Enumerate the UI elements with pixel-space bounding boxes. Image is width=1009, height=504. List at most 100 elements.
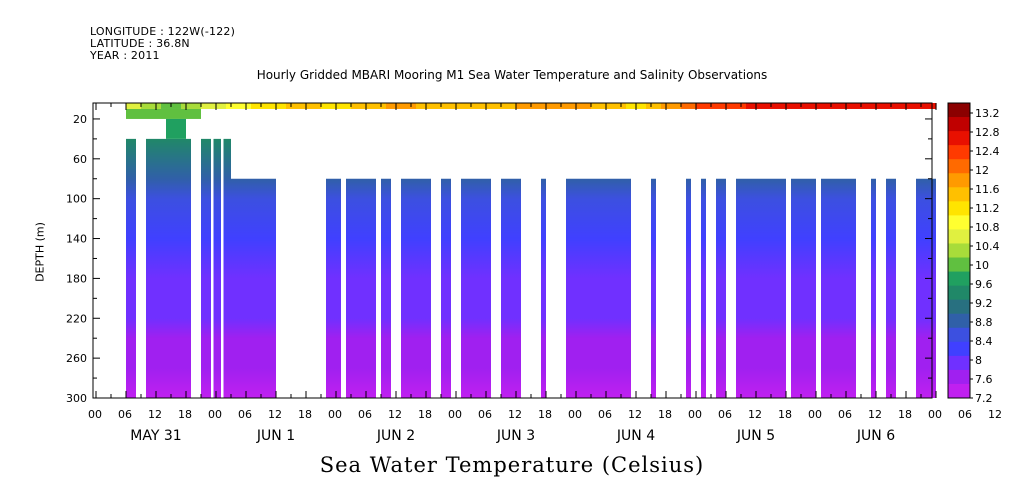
- upper-layer-cell: [166, 118, 186, 139]
- x-tick-label: 12: [868, 408, 882, 421]
- x-tick-label: 06: [958, 408, 972, 421]
- colorbar-swatch: [948, 327, 970, 343]
- surface-cell: [631, 103, 637, 109]
- colorbar-label: 10: [975, 259, 989, 272]
- x-tick-label: 18: [778, 408, 792, 421]
- surface-cell: [376, 103, 382, 109]
- surface-cell: [206, 103, 212, 109]
- surface-cell: [166, 103, 172, 109]
- x-tick-label: 06: [838, 408, 852, 421]
- colorbar-label: 9.6: [975, 278, 993, 291]
- surface-cell: [646, 103, 652, 109]
- surface-cell: [591, 103, 597, 109]
- colorbar-swatch: [948, 271, 970, 287]
- colorbar-frame: [947, 102, 971, 399]
- surface-cell: [891, 103, 897, 109]
- surface-cell: [596, 103, 602, 109]
- colorbar-label: 7.6: [975, 373, 993, 386]
- surface-cell: [511, 103, 517, 109]
- surface-cell: [641, 103, 647, 109]
- colorbar-label: 12.4: [975, 145, 1000, 158]
- surface-cell: [586, 103, 592, 109]
- surface-cell: [651, 103, 657, 109]
- surface-cell: [271, 103, 277, 109]
- surface-cell: [351, 103, 357, 109]
- surface-cell: [766, 103, 772, 109]
- surface-cell: [576, 103, 582, 109]
- surface-cell: [806, 103, 812, 109]
- surface-cell: [256, 103, 262, 109]
- surface-cell: [136, 103, 142, 109]
- plot-frame: [92, 102, 933, 399]
- surface-cell: [931, 103, 937, 109]
- surface-cell: [741, 103, 747, 109]
- x-tick-label: 00: [568, 408, 582, 421]
- surface-cell: [821, 103, 827, 109]
- surface-cell: [451, 103, 457, 109]
- colorbar-swatch: [948, 145, 970, 160]
- surface-cell: [866, 103, 872, 109]
- x-day-label: JUN 2: [376, 428, 415, 444]
- surface-cell: [876, 103, 882, 109]
- surface-cell: [871, 103, 877, 109]
- x-tick-label: 18: [898, 408, 912, 421]
- surface-cell: [311, 103, 317, 109]
- surface-cell: [336, 103, 342, 109]
- x-day-label: JUN 4: [616, 428, 655, 444]
- surface-cell: [491, 103, 497, 109]
- surface-cell: [921, 103, 927, 109]
- surface-cell: [246, 103, 252, 109]
- surface-cell: [521, 103, 527, 109]
- data-column: [541, 178, 546, 398]
- surface-cell: [286, 103, 292, 109]
- x-tick-label: 06: [598, 408, 612, 421]
- surface-cell: [846, 103, 852, 109]
- colorbar-caption: Sea Water Temperature (Celsius): [319, 453, 705, 477]
- x-tick-label: 06: [478, 408, 492, 421]
- data-column: [223, 138, 231, 399]
- chart-title: Hourly Gridded MBARI Mooring M1 Sea Wate…: [256, 68, 768, 82]
- surface-cell: [751, 103, 757, 109]
- meta-longitude: LONGITUDE : 122W(-122): [90, 25, 236, 38]
- colorbar-swatch: [948, 159, 970, 174]
- colorbar-swatch: [948, 215, 970, 230]
- x-tick-label: 18: [298, 408, 312, 421]
- y-tick-label: 140: [66, 233, 87, 246]
- x-tick-label: 00: [328, 408, 342, 421]
- y-tick-label: 260: [66, 352, 87, 365]
- surface-cell: [261, 103, 267, 109]
- surface-cell: [626, 103, 632, 109]
- x-tick-label: 12: [508, 408, 522, 421]
- x-tick-label: 18: [418, 408, 432, 421]
- surface-cell: [486, 103, 492, 109]
- data-column: [441, 178, 451, 398]
- surface-cell: [656, 103, 662, 109]
- surface-cell: [826, 103, 832, 109]
- surface-cell: [406, 103, 412, 109]
- surface-cell: [796, 103, 802, 109]
- data-column: [566, 178, 631, 398]
- surface-cell: [531, 103, 537, 109]
- colorbar-swatch: [948, 201, 970, 216]
- x-tick-label: 06: [358, 408, 372, 421]
- surface-cell: [881, 103, 887, 109]
- surface-cell: [556, 103, 562, 109]
- surface-cell: [421, 103, 427, 109]
- data-column: [126, 138, 136, 399]
- surface-cell: [386, 103, 392, 109]
- colorbar-label: 11.6: [975, 183, 1000, 196]
- surface-cell: [666, 103, 672, 109]
- surface-cell: [496, 103, 502, 109]
- x-tick-label: 06: [718, 408, 732, 421]
- x-tick-label: 00: [928, 408, 942, 421]
- surface-cell: [161, 103, 167, 109]
- surface-cell: [906, 103, 912, 109]
- surface-cell: [621, 103, 627, 109]
- x-tick-label: 00: [808, 408, 822, 421]
- surface-cell: [301, 103, 307, 109]
- x-tick-label: 18: [658, 408, 672, 421]
- surface-cell: [671, 103, 677, 109]
- surface-cell: [926, 103, 932, 109]
- surface-cell: [391, 103, 397, 109]
- data-column: [916, 178, 936, 398]
